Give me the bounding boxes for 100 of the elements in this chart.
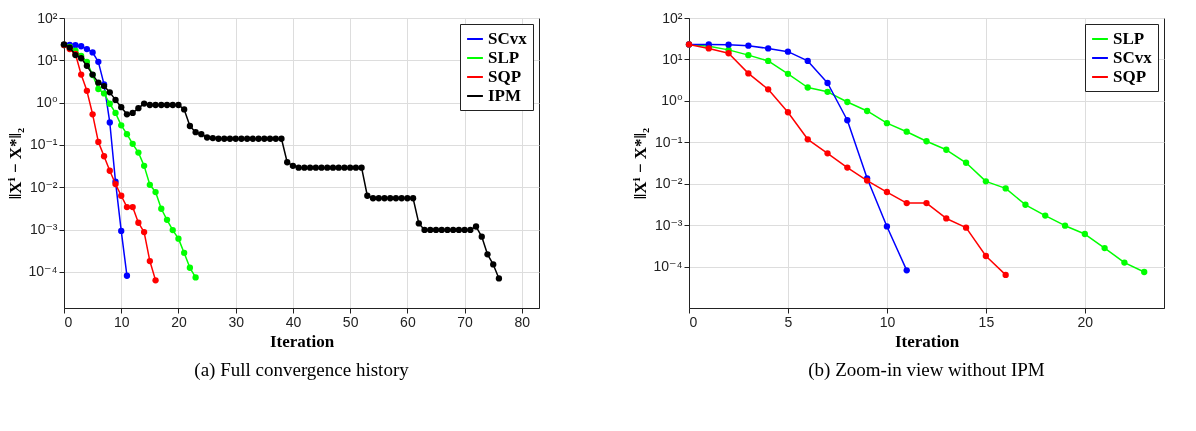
y-tick-label: 10⁻²	[29, 178, 58, 195]
point	[100, 90, 108, 97]
x-tick-label: 40	[285, 313, 302, 330]
point	[118, 192, 125, 199]
legend-label: SCvx	[488, 29, 528, 48]
y-tick-label: 10⁻⁴	[28, 263, 58, 280]
y-tick-label: 10⁻³	[29, 221, 58, 238]
point	[100, 153, 108, 160]
point	[982, 178, 990, 185]
point	[824, 79, 831, 87]
y-tick-label: 10⁻²	[654, 175, 683, 192]
point	[883, 223, 891, 230]
point	[784, 48, 792, 55]
point	[844, 98, 851, 106]
point	[89, 111, 96, 118]
point	[78, 71, 85, 78]
point	[123, 130, 131, 138]
legend-label: SLP	[1113, 29, 1145, 48]
point	[784, 70, 792, 77]
point	[118, 122, 125, 129]
x-tick-label: 5	[784, 313, 793, 330]
point	[83, 45, 91, 53]
point	[883, 188, 891, 196]
point	[962, 159, 970, 166]
x-tick-label: 60	[400, 313, 416, 330]
y-axis-title: ‖Xⁱ − X*‖₂	[5, 127, 25, 200]
point	[123, 203, 131, 211]
legend-label: SLP	[488, 48, 520, 67]
legend-label: IPM	[488, 86, 522, 105]
point	[175, 235, 182, 242]
point	[95, 58, 102, 65]
point	[784, 109, 792, 116]
x-tick-label: 80	[514, 313, 531, 330]
point	[903, 199, 910, 207]
point	[804, 57, 811, 65]
x-tick-label: 20	[1077, 313, 1094, 330]
point	[824, 88, 831, 95]
point	[745, 42, 752, 49]
point	[1061, 222, 1069, 229]
point	[89, 49, 96, 56]
point	[83, 87, 91, 94]
x-tick-label: 50	[342, 313, 359, 330]
point	[765, 86, 772, 93]
x-tick-label: 10	[879, 313, 896, 330]
y-tick-label: 10⁻⁴	[653, 258, 683, 275]
point	[123, 272, 131, 279]
x-axis-title: Iteration	[269, 331, 335, 351]
point	[923, 138, 930, 145]
point	[863, 107, 871, 115]
point	[725, 50, 732, 57]
y-tick-label: 10⁰	[36, 94, 58, 111]
x-tick-label: 30	[228, 313, 245, 330]
y-tick-label: 10¹	[37, 51, 58, 68]
point	[135, 149, 142, 156]
point	[1081, 230, 1088, 238]
x-tick-label: 0	[689, 313, 698, 330]
x-tick-label: 0	[64, 313, 73, 330]
legend-label: SCvx	[1113, 48, 1153, 67]
point	[903, 128, 910, 135]
point	[106, 167, 113, 174]
point	[804, 84, 811, 91]
point	[1141, 268, 1148, 276]
point	[943, 146, 950, 153]
point	[765, 45, 772, 52]
point	[824, 150, 831, 157]
point	[1042, 212, 1049, 219]
point	[146, 257, 154, 265]
point	[129, 203, 136, 211]
legend-label: SQP	[488, 67, 522, 86]
point	[883, 119, 891, 127]
y-tick-label: 10⁰	[661, 92, 683, 109]
point	[72, 42, 79, 49]
point	[923, 199, 930, 207]
x-tick-label: 20	[171, 313, 187, 330]
y-tick-label: 10¹	[662, 50, 683, 67]
point	[106, 119, 113, 126]
point	[1121, 259, 1128, 266]
point	[163, 216, 171, 223]
point	[844, 164, 851, 171]
point	[844, 117, 851, 124]
y-tick-label: 10⁻³	[654, 216, 683, 233]
point	[745, 70, 752, 77]
point	[181, 249, 188, 257]
point	[129, 140, 136, 148]
y-tick-label: 10⁻¹	[654, 133, 683, 150]
point	[725, 41, 732, 48]
legend-label: SQP	[1113, 67, 1147, 86]
point	[78, 43, 85, 50]
point	[140, 228, 148, 236]
point	[765, 57, 772, 65]
y-axis-title: ‖Xⁱ − X*‖₂	[630, 127, 650, 200]
text: (b) Zoom-in view without IPM	[808, 359, 1045, 381]
point	[112, 109, 119, 117]
point	[1101, 244, 1108, 252]
point	[982, 252, 990, 260]
point	[118, 227, 125, 235]
point	[804, 136, 811, 143]
point	[106, 100, 113, 107]
point	[1002, 271, 1009, 279]
y-tick-label: 10²	[37, 9, 58, 26]
